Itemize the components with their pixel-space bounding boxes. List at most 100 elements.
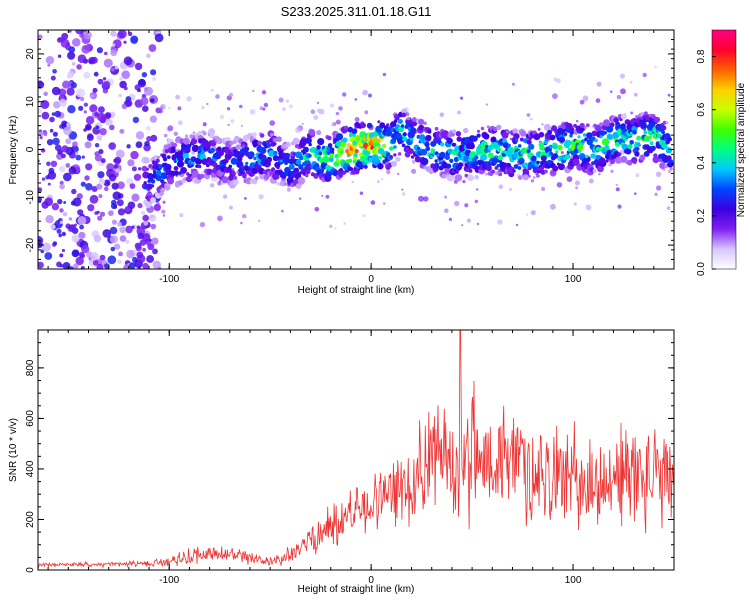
heatmap-cell: [151, 184, 155, 188]
heatmap-cell: [576, 144, 584, 151]
heatmap-cell: [197, 130, 202, 135]
heatmap-cell: [129, 183, 136, 190]
heatmap-cell: [76, 88, 85, 98]
heatmap-cell: [108, 210, 114, 217]
heatmap-cell: [158, 109, 163, 114]
heatmap-cell: [652, 156, 660, 164]
heatmap-cell: [77, 216, 87, 225]
heatmap-cell: [446, 137, 453, 144]
y-tick-label: 400: [25, 460, 36, 477]
heatmap-cell: [52, 137, 60, 146]
heatmap-cell: [223, 194, 228, 199]
heatmap-cell: [273, 142, 277, 146]
heatmap-cell: [45, 56, 55, 65]
heatmap-cell: [57, 54, 62, 58]
heatmap-cell: [94, 151, 100, 157]
heatmap-cell: [327, 135, 332, 141]
heatmap-cell: [147, 174, 154, 181]
heatmap-cell: [96, 183, 103, 190]
heatmap-cell: [616, 94, 622, 100]
heatmap-cell: [210, 183, 215, 188]
heatmap-cell: [86, 134, 94, 141]
heatmap-cell: [354, 117, 360, 122]
heatmap-cell: [115, 167, 120, 173]
heatmap-cell: [125, 99, 133, 107]
heatmap-cell: [50, 160, 58, 167]
heatmap-cell: [136, 226, 146, 236]
heatmap-cell: [99, 128, 107, 136]
heatmap-cell: [557, 163, 565, 171]
heatmap-cell: [186, 96, 192, 102]
heatmap-cell: [61, 145, 69, 153]
heatmap-cell: [456, 136, 462, 142]
heatmap-cell: [254, 176, 259, 181]
heatmap-cell: [639, 154, 646, 161]
heatmap-cell: [131, 166, 137, 172]
heatmap-cell: [174, 170, 179, 176]
heatmap-cell: [511, 82, 515, 86]
heatmap-cell: [348, 158, 353, 163]
heatmap-cell: [404, 151, 411, 158]
heatmap-cells: [38, 30, 674, 269]
heatmap-cell: [133, 173, 141, 181]
heatmap-cell: [146, 136, 152, 142]
y-tick-label: 200: [25, 511, 36, 528]
heatmap-cell: [634, 151, 640, 157]
heatmap-cell: [241, 144, 246, 149]
heatmap-cell: [102, 77, 107, 81]
heatmap-cell: [321, 194, 324, 197]
heatmap-cell: [80, 181, 86, 187]
heatmap-cell: [247, 151, 255, 159]
heatmap-cell: [659, 162, 666, 170]
heatmap-cell: [281, 209, 284, 213]
heatmap-cell: [104, 186, 109, 192]
heatmap-cell: [38, 34, 43, 40]
heatmap-cell: [67, 105, 76, 114]
heatmap-cell: [77, 54, 87, 63]
heatmap-cell: [142, 214, 149, 222]
heatmap-cell: [38, 261, 44, 269]
heatmap-cell: [147, 243, 155, 251]
heatmap-cell: [608, 163, 612, 167]
heatmap-cell: [160, 172, 168, 180]
heatmap-cell: [146, 167, 149, 171]
heatmap-cell: [334, 153, 340, 159]
heatmap-cell: [61, 120, 68, 127]
heatmap-cell: [341, 128, 347, 134]
heatmap-cell: [635, 115, 639, 119]
x-tick-label: 100: [565, 274, 582, 285]
heatmap-cell: [362, 89, 368, 96]
heatmap-cell: [402, 132, 407, 137]
heatmap-cell: [517, 144, 522, 148]
heatmap-cell: [552, 153, 559, 159]
heatmap-cell: [498, 172, 503, 177]
heatmap-cell: [474, 199, 478, 204]
heatmap-cell: [416, 146, 421, 151]
heatmap-cell: [634, 192, 637, 195]
heatmap-cell: [89, 104, 98, 113]
heatmap-cell: [577, 135, 581, 139]
heatmap-cell: [97, 171, 105, 179]
heatmap-cell: [455, 131, 462, 137]
heatmap-cell: [537, 127, 541, 131]
heatmap-cell: [197, 164, 202, 169]
heatmap-cell: [244, 165, 249, 170]
heatmap-cell: [438, 161, 443, 165]
heatmap-cell: [130, 150, 139, 160]
heatmap-cell: [258, 194, 264, 200]
heatmap-cell: [606, 133, 613, 140]
heatmap-cell: [526, 139, 532, 145]
heatmap-cell: [146, 255, 155, 263]
heatmap-cell: [59, 37, 65, 43]
heatmap-cell: [586, 123, 590, 127]
heatmap-cell: [148, 214, 157, 222]
heatmap-cell: [605, 154, 610, 160]
heatmap-cell: [216, 146, 222, 152]
heatmap-cell: [523, 162, 529, 168]
heatmap-cell: [119, 128, 125, 134]
colorbar: 0.0 0.2 0.4 0.6 0.8 Normalized spectral ampl…: [696, 29, 747, 276]
heatmap-cell: [89, 194, 99, 204]
heatmap-cell: [401, 108, 407, 114]
snr-panel: -100 0 100 0 200 400 600 800 Height of straight…: [8, 329, 675, 595]
heatmap-cell: [549, 134, 556, 141]
